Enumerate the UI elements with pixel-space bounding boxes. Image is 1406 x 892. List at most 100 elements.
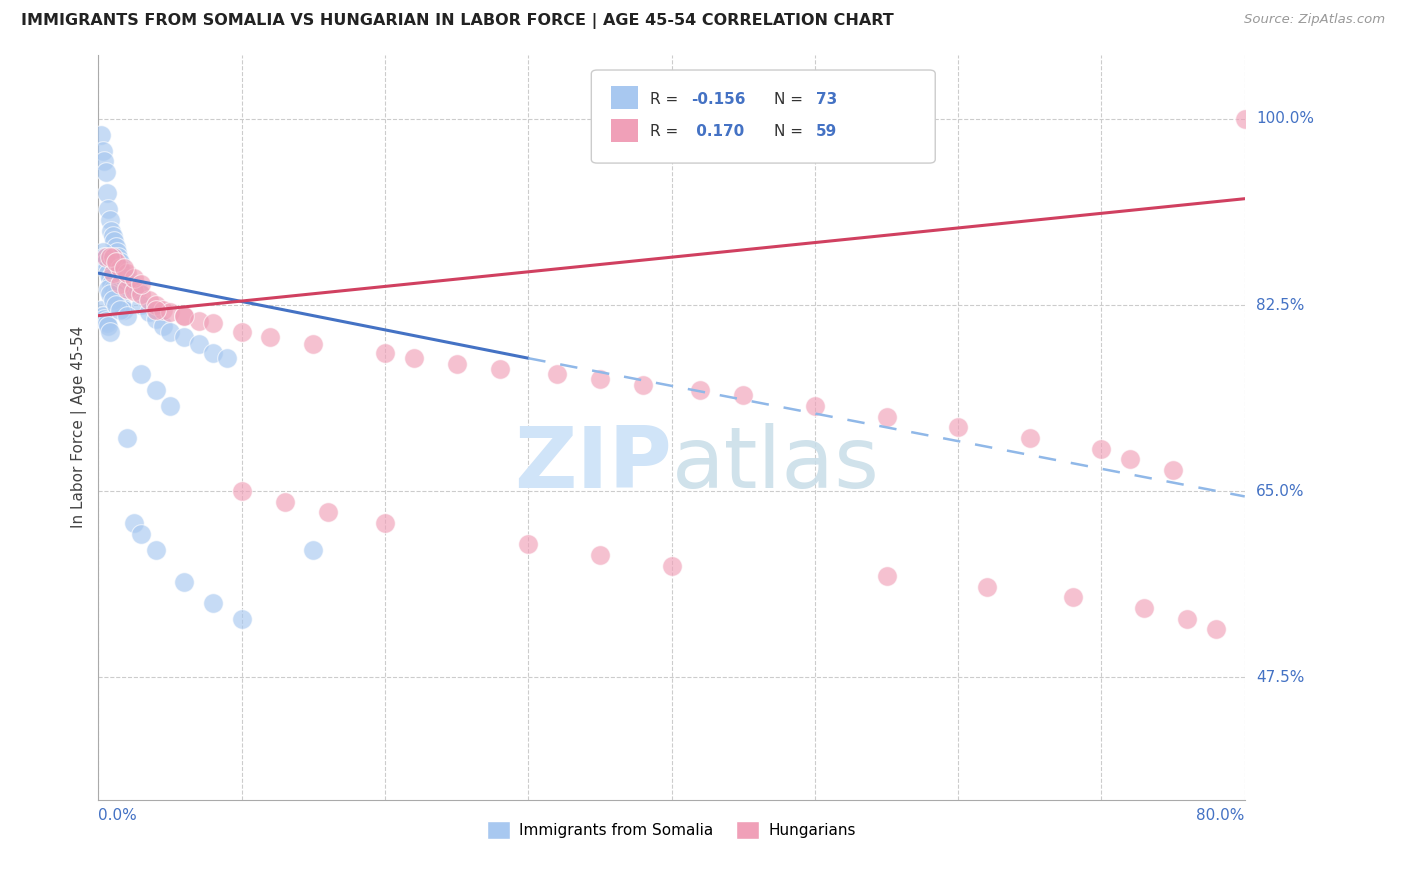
Point bbox=[122, 284, 145, 298]
Point bbox=[94, 165, 117, 179]
Point bbox=[159, 305, 181, 319]
Point bbox=[111, 266, 134, 280]
Text: R =: R = bbox=[650, 92, 683, 106]
Point bbox=[173, 309, 195, 323]
Point bbox=[517, 537, 540, 551]
Point bbox=[804, 399, 827, 413]
FancyBboxPatch shape bbox=[610, 119, 638, 142]
Point bbox=[101, 293, 124, 307]
Point bbox=[173, 330, 195, 344]
Point bbox=[91, 309, 114, 323]
Point bbox=[159, 325, 181, 339]
Point bbox=[302, 542, 325, 557]
Point bbox=[97, 282, 120, 296]
Point bbox=[131, 526, 153, 541]
Text: 82.5%: 82.5% bbox=[1256, 298, 1305, 312]
Point bbox=[122, 271, 145, 285]
Point bbox=[100, 277, 122, 291]
Point bbox=[115, 277, 138, 291]
Point bbox=[98, 250, 121, 264]
Point bbox=[94, 250, 117, 264]
Point bbox=[259, 330, 281, 344]
Point bbox=[108, 255, 131, 269]
Text: N =: N = bbox=[773, 92, 807, 106]
Point bbox=[98, 213, 121, 227]
Point bbox=[96, 316, 118, 330]
Point bbox=[145, 311, 167, 326]
Point bbox=[402, 351, 425, 366]
Point bbox=[94, 255, 117, 269]
Point bbox=[374, 516, 396, 530]
Point bbox=[122, 516, 145, 530]
Point bbox=[217, 351, 239, 366]
Point bbox=[107, 250, 129, 264]
Point bbox=[187, 314, 209, 328]
Point bbox=[689, 383, 711, 397]
Point bbox=[201, 316, 224, 330]
Point bbox=[131, 277, 153, 291]
Point bbox=[173, 309, 195, 323]
Point bbox=[93, 154, 115, 169]
Text: Source: ZipAtlas.com: Source: ZipAtlas.com bbox=[1244, 13, 1385, 27]
Text: 59: 59 bbox=[815, 124, 837, 139]
Point bbox=[876, 569, 898, 583]
Point bbox=[1018, 431, 1040, 445]
Point bbox=[316, 505, 339, 519]
Point bbox=[446, 357, 468, 371]
Point bbox=[110, 298, 132, 312]
Point bbox=[1090, 442, 1112, 456]
Point bbox=[876, 409, 898, 424]
Point bbox=[1233, 112, 1256, 126]
Point bbox=[546, 367, 568, 381]
Point bbox=[1119, 452, 1142, 467]
Point bbox=[302, 337, 325, 351]
Point bbox=[96, 186, 118, 201]
Point bbox=[98, 271, 121, 285]
Point bbox=[101, 282, 124, 296]
Text: atlas: atlas bbox=[672, 423, 880, 506]
Point bbox=[1161, 463, 1184, 477]
FancyBboxPatch shape bbox=[610, 87, 638, 110]
Point bbox=[138, 305, 160, 319]
Point bbox=[131, 298, 153, 312]
Point bbox=[105, 244, 128, 259]
Y-axis label: In Labor Force | Age 45-54: In Labor Force | Age 45-54 bbox=[72, 326, 87, 528]
Point bbox=[110, 260, 132, 275]
Point bbox=[1291, 112, 1313, 126]
Text: ZIP: ZIP bbox=[513, 423, 672, 506]
Point bbox=[661, 558, 683, 573]
Point bbox=[112, 303, 135, 318]
Point bbox=[1263, 112, 1285, 126]
Point bbox=[112, 260, 135, 275]
Point bbox=[589, 372, 612, 386]
Point bbox=[97, 202, 120, 217]
Text: -0.156: -0.156 bbox=[692, 92, 745, 106]
Point bbox=[201, 346, 224, 360]
Point bbox=[138, 293, 160, 307]
Point bbox=[94, 314, 117, 328]
Point bbox=[104, 255, 127, 269]
Text: 100.0%: 100.0% bbox=[1256, 112, 1315, 127]
Point bbox=[231, 484, 253, 499]
Point bbox=[145, 542, 167, 557]
Point bbox=[104, 239, 127, 253]
Point bbox=[273, 495, 295, 509]
Point bbox=[115, 431, 138, 445]
Point bbox=[127, 282, 149, 296]
Point bbox=[103, 234, 125, 248]
Point bbox=[115, 309, 138, 323]
Point bbox=[101, 228, 124, 243]
Point bbox=[131, 367, 153, 381]
Point bbox=[104, 298, 127, 312]
Point bbox=[152, 303, 174, 318]
Point bbox=[589, 548, 612, 562]
Text: IMMIGRANTS FROM SOMALIA VS HUNGARIAN IN LABOR FORCE | AGE 45-54 CORRELATION CHAR: IMMIGRANTS FROM SOMALIA VS HUNGARIAN IN … bbox=[21, 13, 894, 29]
Point bbox=[976, 580, 998, 594]
Point bbox=[187, 337, 209, 351]
Point bbox=[231, 612, 253, 626]
Point bbox=[131, 287, 153, 301]
Legend: Immigrants from Somalia, Hungarians: Immigrants from Somalia, Hungarians bbox=[481, 814, 862, 846]
Point bbox=[1205, 623, 1227, 637]
Point bbox=[159, 399, 181, 413]
Point bbox=[90, 128, 112, 142]
